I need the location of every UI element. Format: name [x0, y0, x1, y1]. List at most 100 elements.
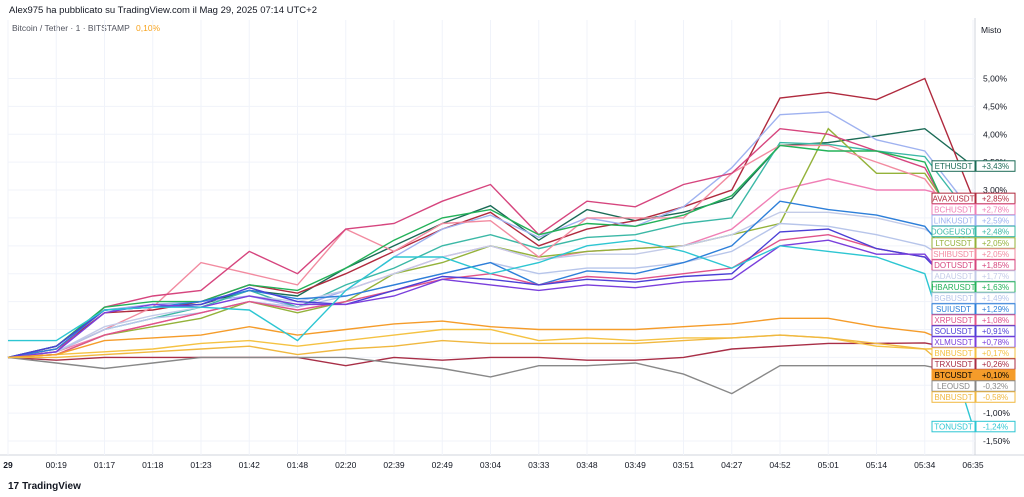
series-badge-adausdt: ADAUSDT +1,77%: [931, 270, 1016, 282]
series-badge-name: BNBUSDT: [934, 393, 972, 402]
series-badge-name-box: [931, 225, 976, 238]
x-tick-label: 02:39: [383, 460, 405, 470]
series-badges: ETHUSDT +3,43% AVAXUSDT +2,85% BCHUSDT +2,78%…: [931, 160, 1016, 433]
series-badge-leousd: LEOUSD -0,32%: [931, 380, 1016, 392]
symbol-legend[interactable]: Bitcoin / Tether · 1 · BITSTAMP 0,10%: [12, 23, 160, 33]
series-badge-value: +2,48%: [982, 227, 1009, 236]
series-badge-name: LTCUSDT: [935, 239, 971, 248]
y-tick-label: 3,00%: [983, 185, 1008, 195]
series-line-btcusdt: [7, 317, 974, 359]
x-tick-label: 01:18: [142, 460, 164, 470]
series-badge-name: TRXUSDT: [935, 360, 973, 369]
series-line-solusdt: [7, 228, 974, 359]
series-badge-name: SOLUSDT: [935, 327, 973, 336]
series-badge-name-box: [931, 391, 976, 403]
series-badge-name: HBARUSDT: [931, 283, 975, 292]
series-line-hbarusdt: [7, 144, 974, 359]
x-axis: 29 00:19 01:17 01:18 01:23 01:42 01:48 02:20 02:…: [3, 460, 984, 470]
series-badge-solusdt: SOLUSDT +0,91%: [931, 325, 1016, 337]
series-badge-bnbusdt: BNBUSDT +0,17%: [931, 347, 1016, 359]
x-tick-label: 01:23: [190, 460, 212, 470]
series-line-tonusdt: [8, 239, 974, 427]
series-badge-value: +1,85%: [982, 261, 1009, 270]
series-line-dotusdt: [7, 127, 974, 359]
series-badge-dotusdt: DOTUSDT +1,85%: [931, 259, 1016, 271]
series-badge-name: DOTUSDT: [934, 261, 973, 270]
series-badge-name-box: [931, 420, 976, 433]
series-badge-name: BGBUSDT: [934, 294, 973, 303]
tradingview-logo-icon: 17: [8, 481, 20, 492]
x-tick-label: 03:04: [480, 460, 502, 470]
x-tick-label: 04:52: [769, 460, 791, 470]
series-badge-value: +0,26%: [982, 360, 1009, 369]
series-badge-bchusdt: BCHUSDT +2,78%: [931, 203, 1016, 216]
series-badge-xrpusdt: XRPUSDT +1,08%: [931, 314, 1016, 326]
series-badge-name: BCHUSDT: [934, 205, 973, 214]
x-tick-label: 04:27: [721, 460, 743, 470]
series-badge-value: +2,85%: [982, 194, 1009, 203]
series-badge-name: BNBUSDT: [934, 349, 972, 358]
series-badge-xlmusdt: XLMUSDT +0,78%: [931, 336, 1016, 348]
series-line-leousd: [7, 356, 974, 395]
tradingview-logo[interactable]: 17 TradingView: [8, 481, 81, 492]
series-badge-value: +2,05%: [982, 239, 1009, 248]
series-badge-value: +1,63%: [982, 283, 1009, 292]
series-badge-value-box: [975, 160, 1016, 172]
series-badge-name: XRPUSDT: [934, 316, 972, 325]
x-tick-label: 29: [3, 460, 13, 470]
x-tick-label: 03:48: [576, 460, 598, 470]
series-line-shibusdt: [7, 144, 974, 359]
y-tick-label: 5,00%: [983, 73, 1008, 83]
series-badge-value: +3,43%: [982, 162, 1009, 171]
series-badge-name: LINKUSDT: [934, 216, 974, 225]
series-badge-value: +0,78%: [982, 338, 1009, 347]
series-badge-value: +1,49%: [982, 294, 1009, 303]
x-tick-label: 05:01: [818, 460, 840, 470]
symbol-name: Bitcoin / Tether · 1 · BITSTAMP: [12, 23, 130, 33]
tradingview-logo-text: TradingView: [22, 481, 81, 492]
x-tick-label: 06:35: [962, 460, 984, 470]
series-badge-name: BTCUSDT: [935, 371, 973, 380]
x-tick-label: 03:51: [673, 460, 695, 470]
series-lines: [7, 77, 974, 427]
series-badge-name: SHIBUSDT: [933, 250, 974, 259]
series-line-adausdt: [7, 211, 974, 359]
series-badge-value: +2,59%: [982, 216, 1009, 225]
series-badge-name: AVAXUSDT: [933, 194, 975, 203]
series-badge-value: -1,24%: [983, 423, 1008, 432]
series-line-trxusdt: [7, 342, 974, 367]
x-tick-label: 02:49: [432, 460, 454, 470]
series-badge-value: +1,77%: [982, 272, 1009, 281]
series-badge-value-box: [975, 391, 1016, 403]
x-tick-label: 01:42: [239, 460, 261, 470]
x-tick-label: 00:19: [46, 460, 68, 470]
series-badge-ethusdt: ETHUSDT +3,43%: [931, 160, 1016, 172]
series-badge-value: -0,58%: [983, 393, 1008, 402]
series-line-bnbusdt: [8, 334, 974, 391]
series-badge-linkusdt: LINKUSDT +2,59%: [931, 214, 1016, 227]
series-badge-name: XLMUSDT: [934, 338, 972, 347]
series-badge-name: TONUSDT: [934, 423, 973, 432]
series-badge-shibusdt: SHIBUSDT +2,05%: [931, 248, 1016, 260]
series-badge-value: +0,10%: [982, 371, 1009, 380]
x-tick-label: 03:49: [625, 460, 647, 470]
series-badge-bgbusdt: BGBUSDT +1,49%: [931, 292, 1016, 304]
x-tick-label: 02:20: [335, 460, 357, 470]
series-badge-name: LEOUSD: [937, 382, 970, 391]
series-line-dogeusdt: [7, 141, 974, 359]
series-badge-value: +2,78%: [982, 205, 1009, 214]
series-badge-name: DOGEUSDT: [931, 227, 976, 236]
series-badge-suiusdt: SUIUSDT +1,29%: [931, 303, 1016, 315]
series-badge-avaxusdt: AVAXUSDT +2,85%: [931, 192, 1016, 205]
series-line-xlmusdt: [7, 239, 974, 359]
x-tick-label: 01:17: [94, 460, 116, 470]
series-badge-value: +2,05%: [982, 250, 1009, 259]
series-badge-ltcusdt: LTCUSDT +2,05%: [931, 237, 1016, 249]
series-badge-value: +1,08%: [982, 316, 1009, 325]
series-badge-name: ETHUSDT: [935, 162, 973, 171]
scale-label[interactable]: Misto: [981, 25, 1002, 35]
y-tick-label: 4,50%: [983, 101, 1008, 111]
series-badge-value-box: [975, 225, 1016, 238]
x-tick-label: 05:14: [866, 460, 888, 470]
